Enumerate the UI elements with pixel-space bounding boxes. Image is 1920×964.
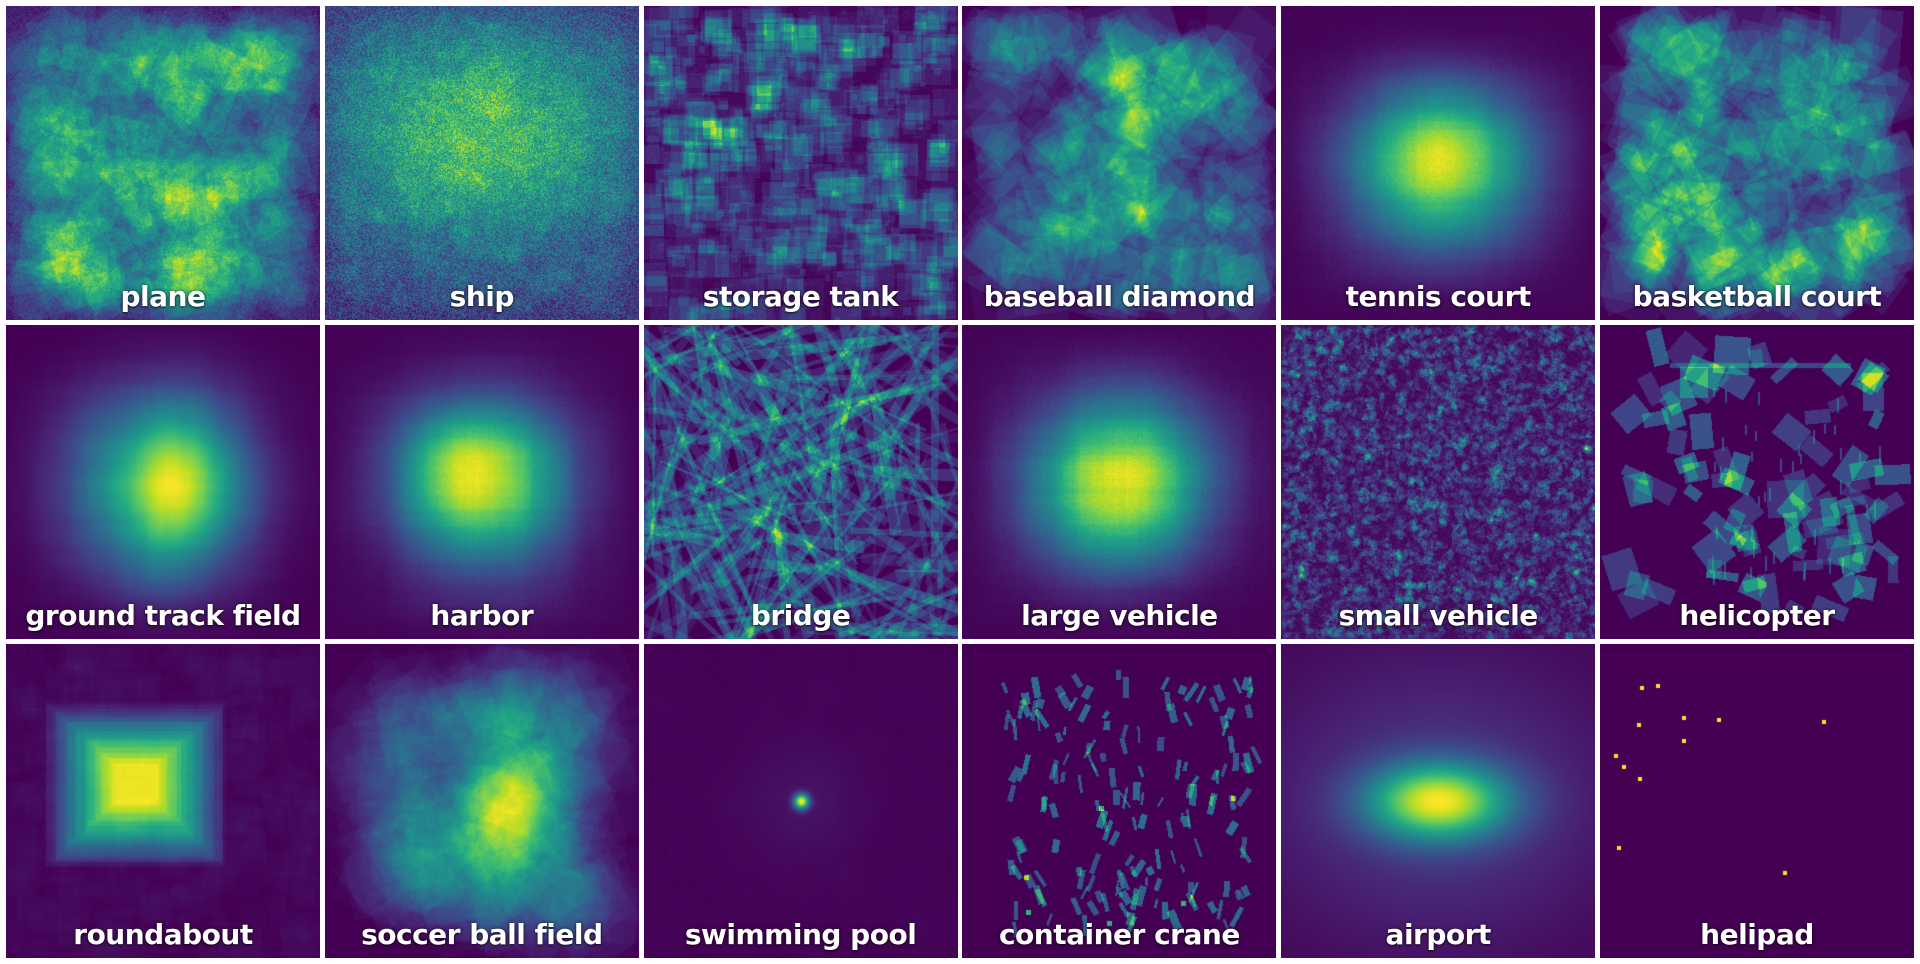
heatmap-tile-helipad: helipad bbox=[1599, 644, 1914, 958]
heatmap-ship bbox=[324, 6, 639, 320]
heatmap-tile-roundabout: roundabout bbox=[6, 644, 320, 958]
heatmap-label-large-vehicle: large vehicle bbox=[1021, 599, 1218, 632]
heatmap-tile-container-crane: container crane bbox=[962, 644, 1277, 958]
heatmap-grid: plane ship storage tank baseball diamond ten… bbox=[6, 6, 1914, 958]
heatmap-tile-ship: ship bbox=[324, 6, 639, 320]
heatmap-label-baseball-diamond: baseball diamond bbox=[983, 280, 1256, 313]
heatmap-label-helicopter: helicopter bbox=[1679, 599, 1835, 632]
heatmap-tile-airport: airport bbox=[1281, 644, 1596, 958]
heatmap-storage-tank bbox=[643, 6, 958, 320]
heatmap-label-harbor: harbor bbox=[430, 599, 534, 632]
heatmap-roundabout bbox=[6, 644, 320, 958]
heatmap-label-ground-track-field: ground track field bbox=[25, 599, 301, 632]
heatmap-large-vehicle bbox=[962, 325, 1277, 639]
heatmap-tile-helicopter: helicopter bbox=[1599, 325, 1914, 639]
heatmap-tennis-court bbox=[1281, 6, 1596, 320]
heatmap-harbor bbox=[324, 325, 639, 639]
heatmap-bridge bbox=[643, 325, 958, 639]
heatmap-label-basketball-court: basketball court bbox=[1632, 280, 1882, 313]
heatmap-tile-storage-tank: storage tank bbox=[643, 6, 958, 320]
heatmap-tile-tennis-court: tennis court bbox=[1281, 6, 1596, 320]
heatmap-tile-soccer-ball-field: soccer ball field bbox=[324, 644, 639, 958]
heatmap-plane bbox=[6, 6, 320, 320]
heatmap-tile-swimming-pool: swimming pool bbox=[643, 644, 958, 958]
heatmap-label-storage-tank: storage tank bbox=[702, 280, 899, 313]
heatmap-label-container-crane: container crane bbox=[998, 918, 1240, 951]
heatmap-label-plane: plane bbox=[120, 280, 206, 313]
heatmap-label-swimming-pool: swimming pool bbox=[684, 918, 917, 951]
heatmap-swimming-pool bbox=[643, 644, 958, 958]
heatmap-tile-small-vehicle: small vehicle bbox=[1281, 325, 1596, 639]
heatmap-label-soccer-ball-field: soccer ball field bbox=[361, 918, 603, 951]
heatmap-label-ship: ship bbox=[449, 280, 515, 313]
heatmap-tile-basketball-court: basketball court bbox=[1599, 6, 1914, 320]
heatmap-basketball-court bbox=[1599, 6, 1914, 320]
heatmap-container-crane bbox=[962, 644, 1277, 958]
heatmap-helipad bbox=[1599, 644, 1914, 958]
heatmap-label-tennis-court: tennis court bbox=[1345, 280, 1532, 313]
heatmap-tile-large-vehicle: large vehicle bbox=[962, 325, 1277, 639]
heatmap-small-vehicle bbox=[1281, 325, 1596, 639]
heatmap-label-roundabout: roundabout bbox=[73, 918, 253, 951]
heatmap-baseball-diamond bbox=[962, 6, 1277, 320]
heatmap-label-bridge: bridge bbox=[750, 599, 851, 632]
heatmap-airport bbox=[1281, 644, 1596, 958]
heatmap-label-small-vehicle: small vehicle bbox=[1338, 599, 1539, 632]
heatmap-tile-harbor: harbor bbox=[324, 325, 639, 639]
heatmap-helicopter bbox=[1599, 325, 1914, 639]
heatmap-soccer-ball-field bbox=[324, 644, 639, 958]
heatmap-tile-bridge: bridge bbox=[643, 325, 958, 639]
heatmap-label-airport: airport bbox=[1385, 918, 1492, 951]
heatmap-tile-baseball-diamond: baseball diamond bbox=[962, 6, 1277, 320]
heatmap-label-helipad: helipad bbox=[1700, 918, 1814, 951]
heatmap-ground-track-field bbox=[6, 325, 320, 639]
heatmap-tile-plane: plane bbox=[6, 6, 320, 320]
heatmap-tile-ground-track-field: ground track field bbox=[6, 325, 320, 639]
